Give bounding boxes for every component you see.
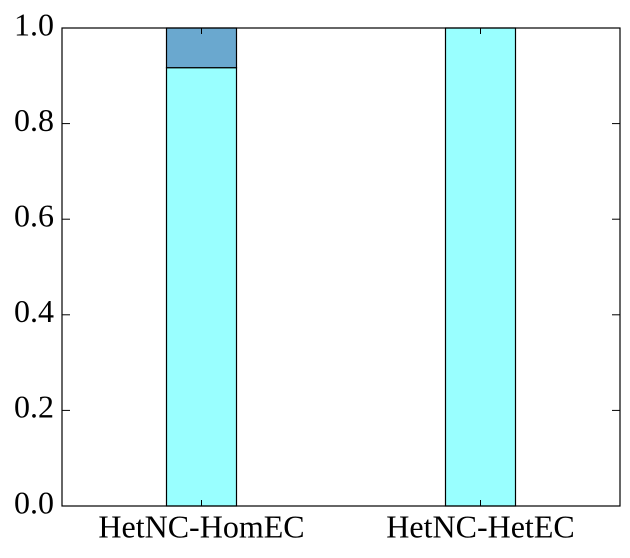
plot-frame bbox=[61, 27, 621, 507]
y-tick-label: 0.2 bbox=[14, 389, 54, 425]
bar-segment bbox=[444, 27, 517, 507]
x-tick-label: HetNC-HomEC bbox=[98, 508, 304, 544]
x-tick-label: HetNC-HetEC bbox=[386, 508, 574, 544]
y-tick-label: 0.4 bbox=[14, 293, 54, 329]
y-tick-label: 0.8 bbox=[14, 102, 54, 138]
y-tick-label: 0.0 bbox=[14, 484, 54, 520]
y-tick-label: 0.6 bbox=[14, 198, 54, 234]
y-tick-label: 1.0 bbox=[14, 6, 54, 42]
bar-segment bbox=[165, 27, 238, 69]
bar-segment bbox=[165, 67, 238, 507]
